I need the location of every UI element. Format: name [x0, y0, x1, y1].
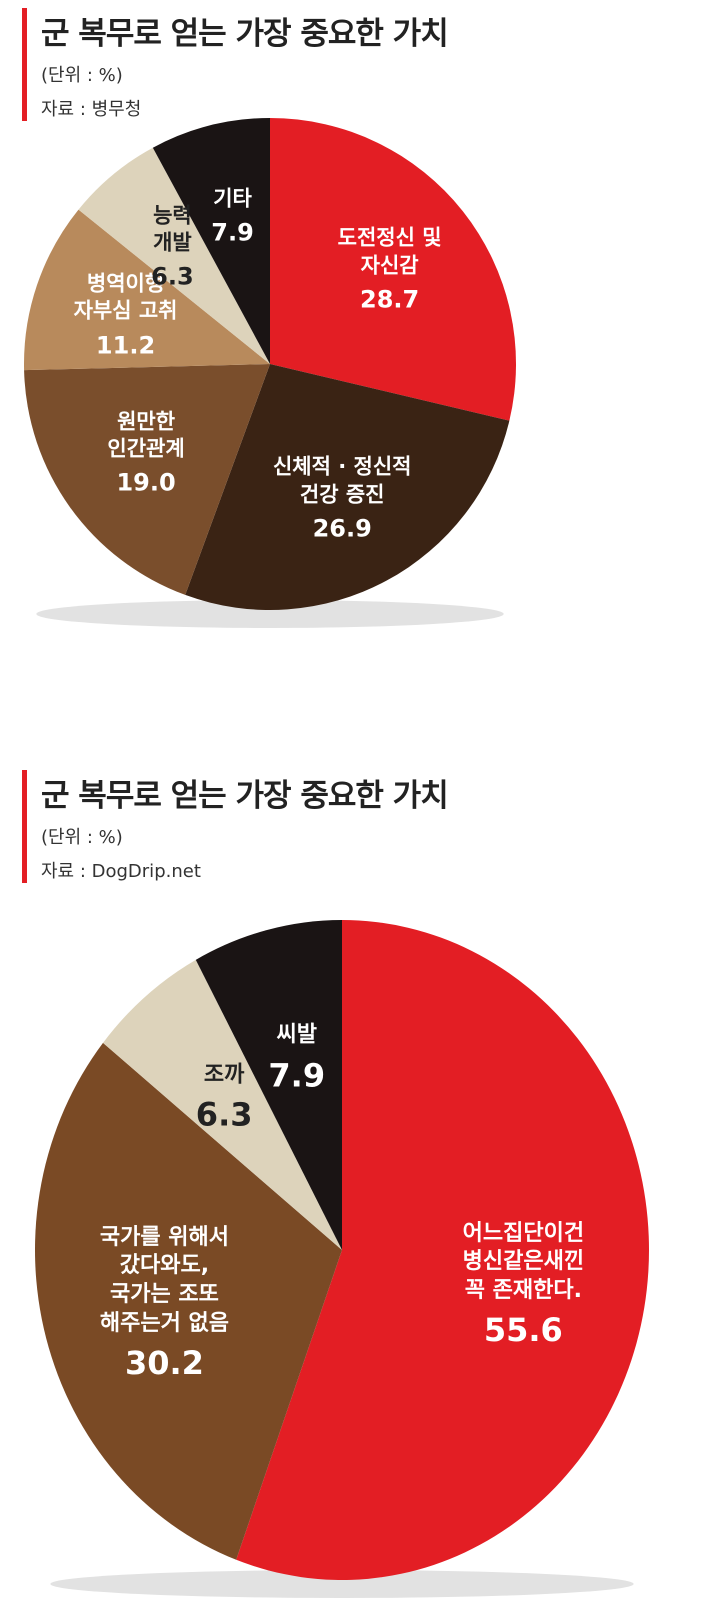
slice-name: 국가를 위해서 갔다와도, 국가는 조또 해주는거 없음 — [99, 1224, 230, 1336]
slice-label: 씨발 7.9 — [268, 1022, 325, 1095]
source: 자료 : 병무청 — [41, 99, 142, 120]
subtitle: (단위 : %) — [41, 827, 123, 848]
header: 군 복무로 얻는 가장 중요한 가치 (단위 : %) 자료 : DogDrip… — [22, 770, 449, 883]
slice-name: 도전정신 및 자신감 — [337, 226, 442, 278]
slice-value: 30.2 — [124, 1344, 204, 1383]
slice-label: 원만한 인간관계 19.0 — [107, 409, 184, 498]
pie-slice — [23, 209, 270, 371]
chart — [35, 920, 649, 1598]
slice-value: 19.0 — [116, 469, 176, 498]
slice-value: 26.9 — [312, 514, 372, 543]
slice-value: 55.6 — [483, 1311, 563, 1350]
chart-title: 군 복무로 얻는 가장 중요한 가치 — [41, 16, 449, 52]
shadow — [50, 1570, 634, 1598]
pie-slice — [24, 364, 270, 595]
pie-slice — [236, 920, 649, 1580]
slice-value: 7.9 — [268, 1056, 326, 1095]
slice-label: 능력 개발 6.3 — [151, 202, 194, 291]
slice-name: 씨발 — [276, 1022, 317, 1048]
pie-slice — [78, 147, 270, 364]
slice-value: 28.7 — [360, 285, 420, 314]
slice-name: 기타 — [213, 186, 252, 211]
slice-value: 6.3 — [195, 1096, 253, 1135]
slice-name: 신체적 · 정신적 건강 증진 — [272, 455, 412, 507]
slice-value: 6.3 — [151, 263, 194, 292]
pie-slice — [152, 118, 270, 364]
pie-slice — [185, 364, 510, 610]
slice-label: 병역이행 자부심 고취 11.2 — [74, 271, 178, 360]
slice-name: 능력 개발 — [153, 203, 192, 255]
slice-label: 도전정신 및 자신감 28.7 — [338, 225, 442, 314]
slice-name: 어느집단이건 병신같은새낀 꼭 존재한다. — [462, 1220, 585, 1303]
subtitle: (단위 : %) — [41, 65, 123, 86]
pie-slice — [195, 920, 342, 1250]
slice-name: 조까 — [203, 1062, 245, 1088]
pie-slice — [35, 1042, 343, 1560]
header: 군 복무로 얻는 가장 중요한 가치 (단위 : %) 자료 : 병무청 — [22, 8, 449, 121]
slice-value: 7.9 — [211, 218, 254, 247]
slice-label: 신체적 · 정신적 건강 증진 26.9 — [273, 454, 412, 543]
slice-label: 어느집단이건 병신같은새낀 꼭 존재한다. 55.6 — [463, 1220, 584, 1350]
slice-label: 국가를 위해서 갔다와도, 국가는 조또 해주는거 없음 30.2 — [100, 1224, 229, 1382]
source: 자료 : DogDrip.net — [41, 861, 201, 882]
shadow — [36, 600, 504, 628]
slice-name: 병역이행 자부심 고취 — [73, 271, 178, 324]
pie-slice — [270, 118, 516, 421]
pie-slice — [103, 959, 342, 1250]
chart-title: 군 복무로 얻는 가장 중요한 가치 — [41, 778, 449, 814]
chart — [23, 118, 516, 628]
slice-label: 조까 6.3 — [196, 1062, 253, 1135]
slice-label: 기타 7.9 — [211, 185, 254, 246]
slice-name: 원만한 인간관계 — [107, 409, 185, 461]
slice-value: 11.2 — [95, 331, 156, 360]
